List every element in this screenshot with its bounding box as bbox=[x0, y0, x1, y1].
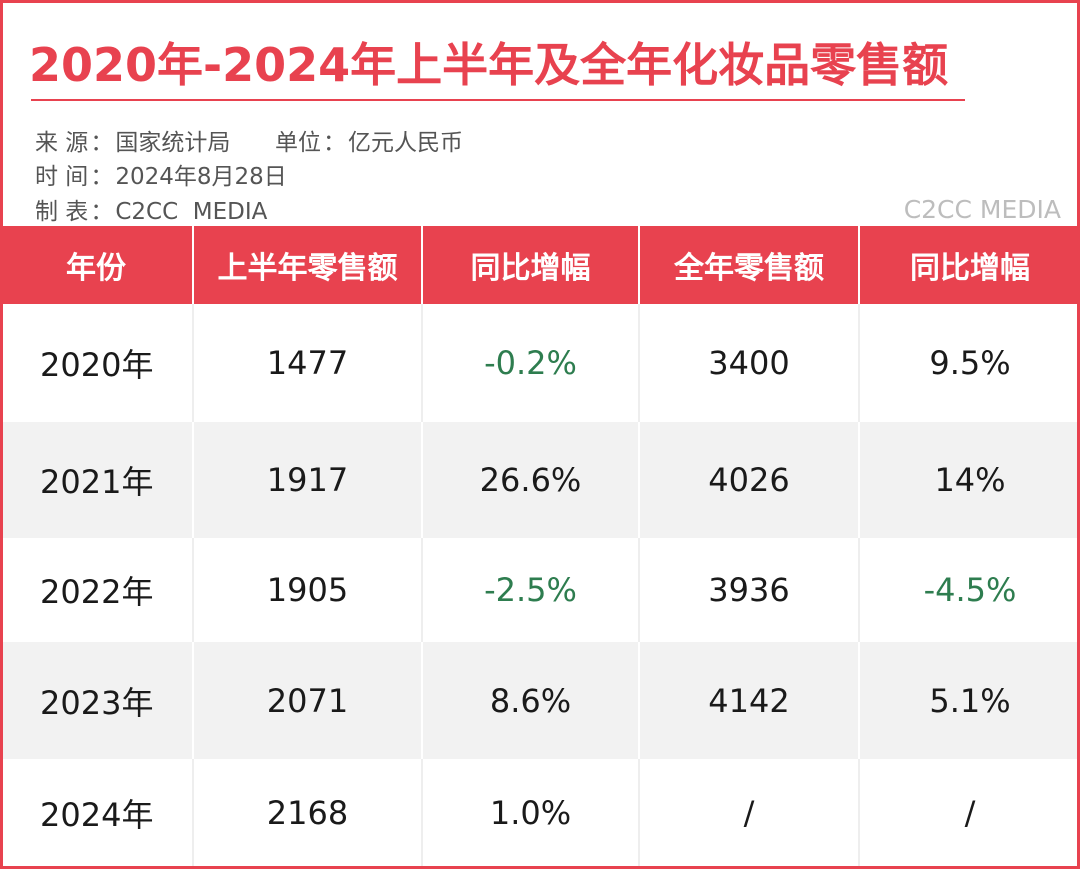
sales-table: 年份 上半年零售额 同比增幅 全年零售额 同比增幅 2020年 1477 -0.… bbox=[0, 226, 1080, 867]
cell-h1-yoy: 8.6% bbox=[422, 642, 640, 759]
cell-year: 2020年 bbox=[0, 304, 194, 422]
cell-full-yoy: -4.5% bbox=[859, 538, 1080, 642]
cell-h1-sales: 1917 bbox=[193, 422, 423, 538]
cell-full-sales: 4142 bbox=[639, 642, 860, 759]
source-value: 国家统计局 bbox=[115, 130, 231, 156]
cell-h1-yoy: 1.0% bbox=[422, 759, 640, 867]
cell-full-sales: 3936 bbox=[639, 538, 860, 642]
header-full-sales: 全年零售额 bbox=[639, 226, 860, 304]
separator: ： bbox=[90, 164, 114, 190]
maker-value: C2CC MEDIA bbox=[115, 199, 268, 225]
cell-full-sales: 3400 bbox=[639, 304, 860, 422]
separator: ： bbox=[90, 199, 114, 225]
source-line: 来 源：国家统计局 单位：亿元人民币 bbox=[35, 123, 463, 157]
time-label: 时 间 bbox=[35, 164, 89, 190]
cell-full-yoy: / bbox=[859, 759, 1080, 867]
header-h1-sales: 上半年零售额 bbox=[193, 226, 423, 304]
cell-h1-sales: 2071 bbox=[193, 642, 423, 759]
cell-full-yoy: 14% bbox=[859, 422, 1080, 538]
table-row: 2021年 1917 26.6% 4026 14% bbox=[0, 422, 1080, 538]
cell-full-yoy: 5.1% bbox=[859, 642, 1080, 759]
cell-year: 2024年 bbox=[0, 759, 194, 867]
cell-h1-yoy: -0.2% bbox=[422, 304, 640, 422]
title-divider bbox=[31, 99, 965, 101]
brand-watermark: C2CC MEDIA bbox=[903, 195, 1061, 224]
time-line: 时 间：2024年8月28日 bbox=[35, 157, 287, 191]
cell-h1-yoy: 26.6% bbox=[422, 422, 640, 538]
separator: ： bbox=[90, 130, 114, 156]
cell-h1-yoy: -2.5% bbox=[422, 538, 640, 642]
table-row: 2022年 1905 -2.5% 3936 -4.5% bbox=[0, 538, 1080, 642]
maker-label: 制 表 bbox=[35, 199, 89, 225]
cell-year: 2022年 bbox=[0, 538, 194, 642]
header-year: 年份 bbox=[0, 226, 194, 304]
cell-full-yoy: 9.5% bbox=[859, 304, 1080, 422]
separator: ： bbox=[322, 130, 346, 156]
table-header-row: 年份 上半年零售额 同比增幅 全年零售额 同比增幅 bbox=[0, 226, 1080, 304]
source-label: 来 源 bbox=[35, 130, 89, 156]
maker-line: 制 表：C2CC MEDIA bbox=[35, 192, 267, 226]
cell-h1-sales: 1477 bbox=[193, 304, 423, 422]
cell-h1-sales: 2168 bbox=[193, 759, 423, 867]
page-title: 2020年-2024年上半年及全年化妆品零售额 bbox=[29, 38, 949, 92]
cell-full-sales: / bbox=[639, 759, 860, 867]
table-row: 2020年 1477 -0.2% 3400 9.5% bbox=[0, 304, 1080, 422]
table-row: 2023年 2071 8.6% 4142 5.1% bbox=[0, 642, 1080, 759]
time-value: 2024年8月28日 bbox=[115, 164, 287, 190]
unit-value: 亿元人民币 bbox=[347, 130, 463, 156]
table-row: 2024年 2168 1.0% / / bbox=[0, 759, 1080, 867]
cell-full-sales: 4026 bbox=[639, 422, 860, 538]
header-full-yoy: 同比增幅 bbox=[859, 226, 1080, 304]
header-h1-yoy: 同比增幅 bbox=[422, 226, 640, 304]
unit-label: 单位 bbox=[274, 130, 321, 156]
cell-year: 2023年 bbox=[0, 642, 194, 759]
cell-year: 2021年 bbox=[0, 422, 194, 538]
cell-h1-sales: 1905 bbox=[193, 538, 423, 642]
